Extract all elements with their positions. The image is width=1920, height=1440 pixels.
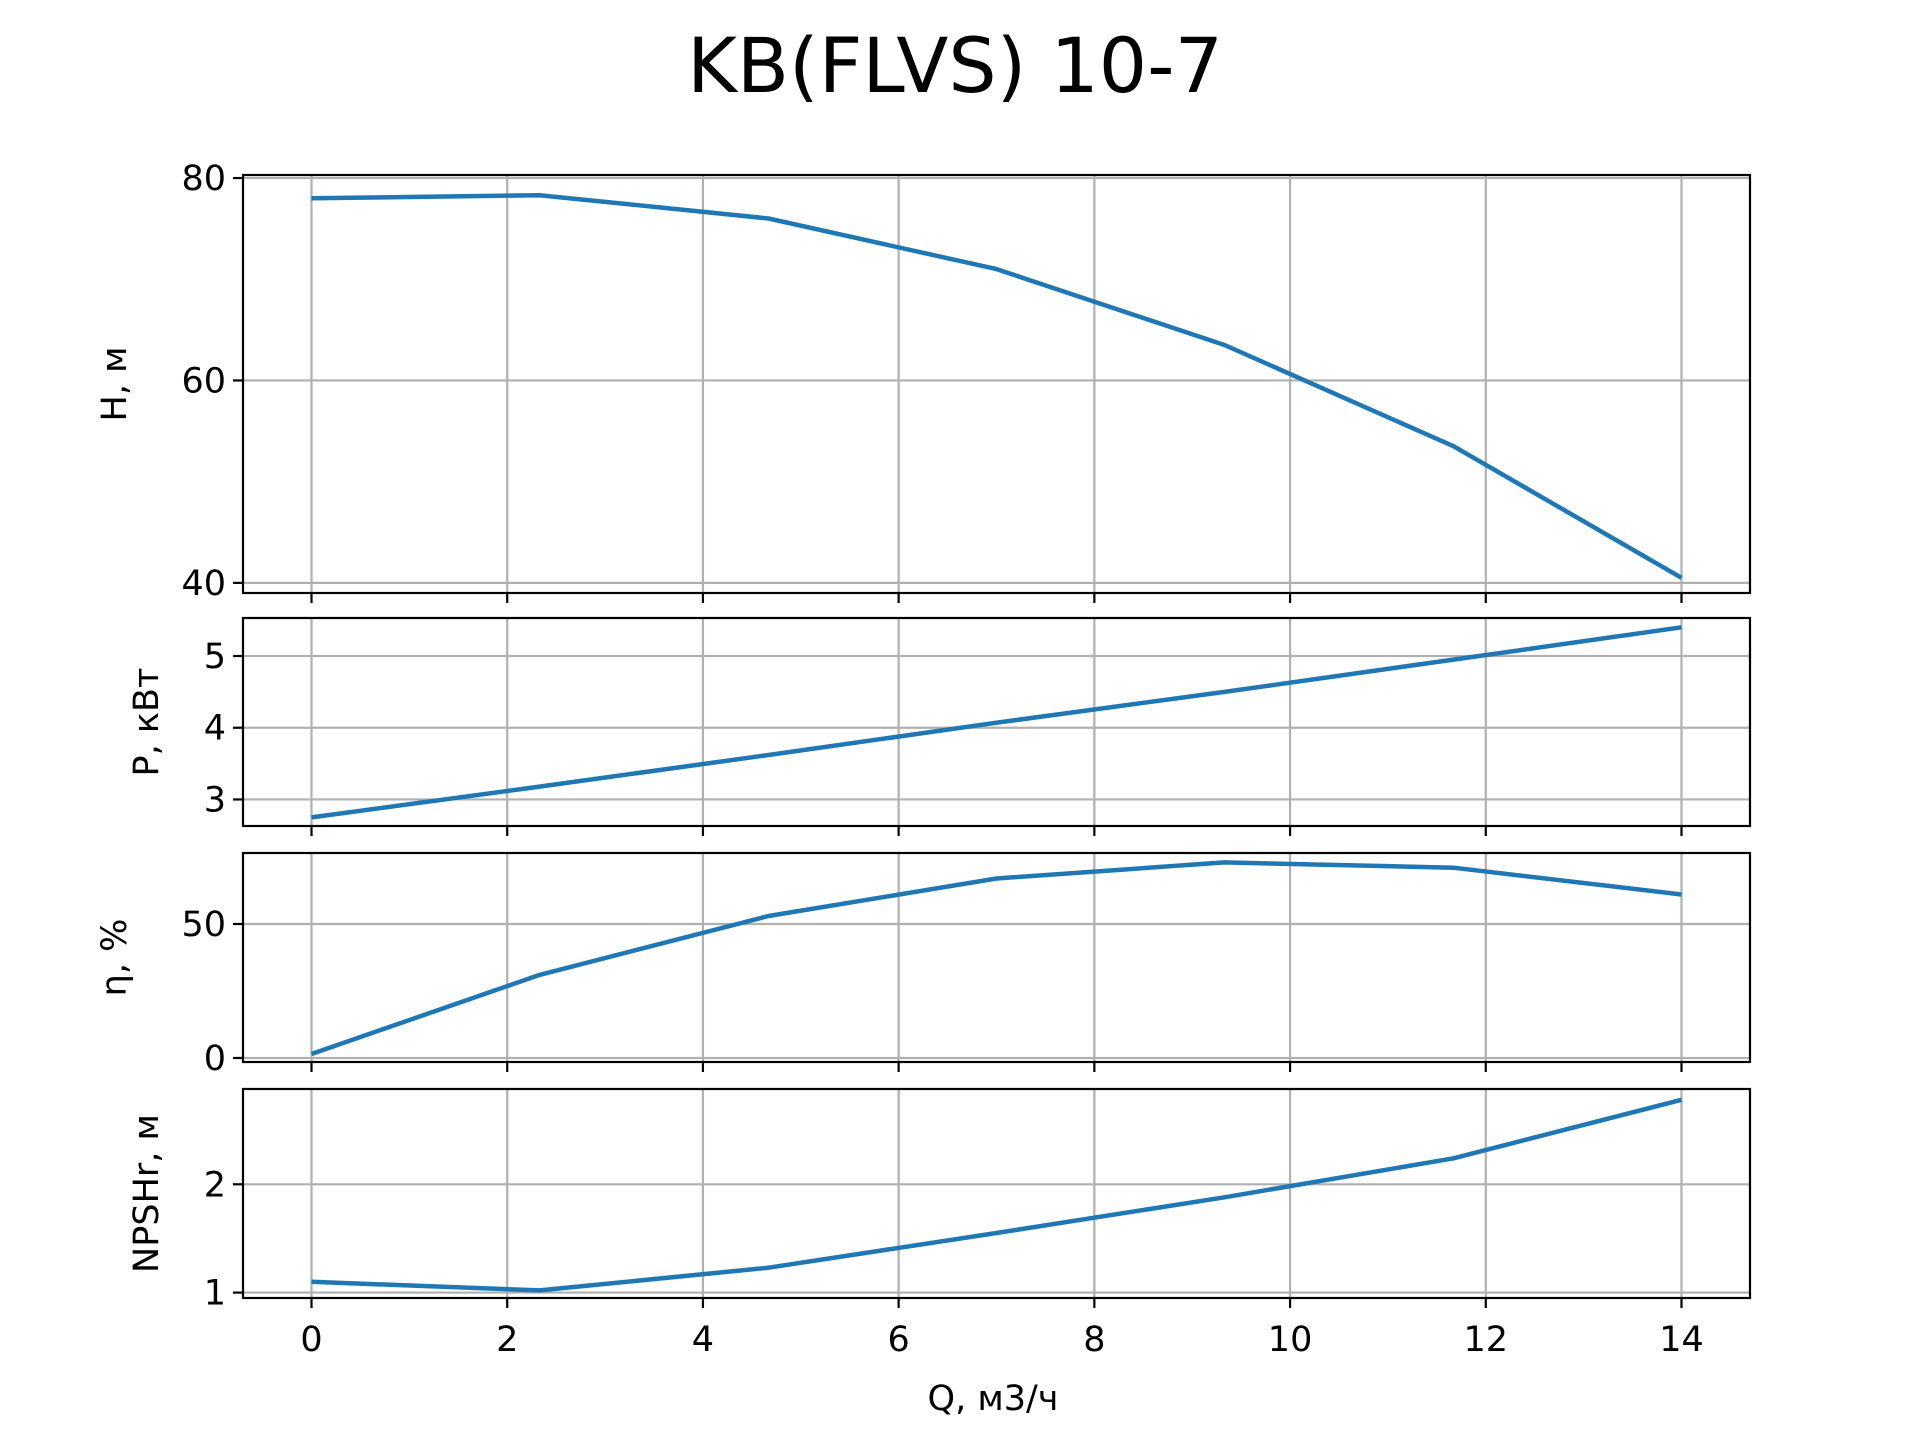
- x-tick-label: 6: [888, 1320, 910, 1360]
- axes-frame: [241, 1087, 1752, 1300]
- axes-frame: [241, 616, 1752, 828]
- y-tick-label: 0: [204, 1039, 226, 1079]
- y-axis-label: H, м: [95, 347, 135, 422]
- y-tick-label: 40: [181, 564, 226, 604]
- y-axis-label: P, кВт: [127, 668, 167, 777]
- panel-head: 40 60 80 H, м: [95, 159, 1752, 604]
- x-axis-label: Q, м3/ч: [928, 1379, 1059, 1419]
- y-tick-label: 4: [204, 709, 226, 749]
- series-line-head: [311, 192, 1683, 580]
- y-tick-label: 1: [204, 1274, 226, 1314]
- y-tick-label: 3: [204, 780, 226, 820]
- x-tick-label: 0: [300, 1320, 322, 1360]
- series-line-power: [311, 625, 1682, 820]
- series-line-efficiency: [310, 860, 1682, 1057]
- axes-frame: [241, 173, 1752, 595]
- chart-title: KB(FLVS) 10-7: [687, 21, 1223, 110]
- series-line-npsh: [311, 1097, 1683, 1293]
- x-tick-label: 2: [496, 1320, 518, 1360]
- y-tick-label: 50: [181, 905, 226, 945]
- axes-frame: [241, 851, 1752, 1064]
- x-tick-label: 14: [1659, 1320, 1704, 1360]
- y-tick-label: 60: [181, 361, 226, 401]
- y-axis-label: NPSHr, м: [127, 1114, 167, 1273]
- x-tick-label: 4: [692, 1320, 714, 1360]
- x-tick-label: 8: [1083, 1320, 1105, 1360]
- y-tick-label: 5: [204, 637, 226, 677]
- x-tick-label: 12: [1464, 1320, 1509, 1360]
- y-axis-label: η, %: [95, 919, 135, 997]
- y-tick-label: 2: [204, 1165, 226, 1205]
- y-tick-label: 80: [181, 159, 226, 199]
- panel-power: 3 4 5 P, кВт: [127, 616, 1752, 836]
- x-tick-label: 10: [1268, 1320, 1313, 1360]
- panel-efficiency: 0 50 η, %: [95, 851, 1752, 1079]
